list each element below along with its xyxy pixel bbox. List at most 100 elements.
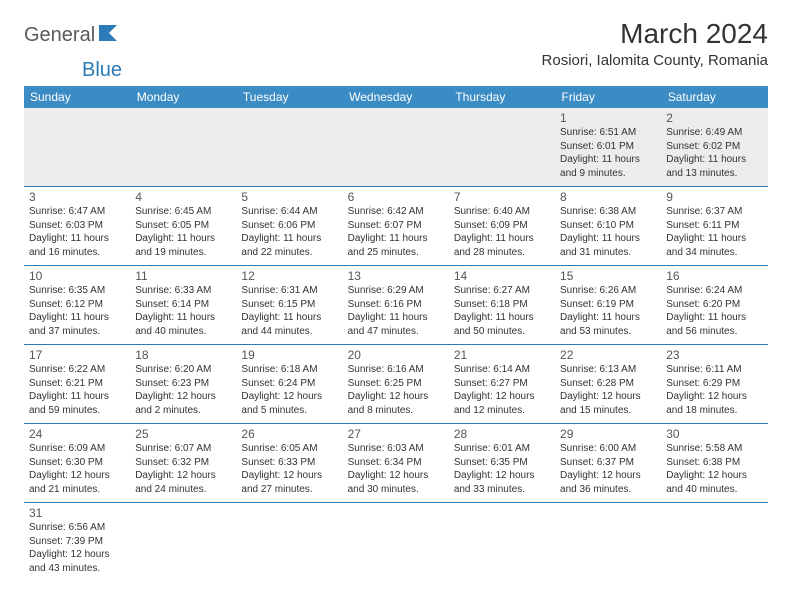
calendar-day: 9Sunrise: 6:37 AMSunset: 6:11 PMDaylight…	[661, 187, 767, 266]
day-number: 7	[454, 190, 550, 204]
calendar-week: 1Sunrise: 6:51 AMSunset: 6:01 PMDaylight…	[24, 108, 768, 187]
calendar-day: 4Sunrise: 6:45 AMSunset: 6:05 PMDaylight…	[130, 187, 236, 266]
day-info: Sunrise: 6:33 AMSunset: 6:14 PMDaylight:…	[135, 284, 231, 338]
calendar-day: 26Sunrise: 6:05 AMSunset: 6:33 PMDayligh…	[236, 424, 342, 503]
day-number: 1	[560, 111, 656, 125]
calendar-day: 21Sunrise: 6:14 AMSunset: 6:27 PMDayligh…	[449, 345, 555, 424]
day-number: 18	[135, 348, 231, 362]
dayname-header: Tuesday	[236, 86, 342, 108]
calendar-day: 13Sunrise: 6:29 AMSunset: 6:16 PMDayligh…	[343, 266, 449, 345]
dayname-header: Friday	[555, 86, 661, 108]
day-number: 11	[135, 269, 231, 283]
day-info: Sunrise: 6:01 AMSunset: 6:35 PMDaylight:…	[454, 442, 550, 496]
calendar-day: 7Sunrise: 6:40 AMSunset: 6:09 PMDaylight…	[449, 187, 555, 266]
day-number: 2	[666, 111, 762, 125]
day-number: 15	[560, 269, 656, 283]
day-number: 29	[560, 427, 656, 441]
day-info: Sunrise: 6:09 AMSunset: 6:30 PMDaylight:…	[29, 442, 125, 496]
dayname-header: Saturday	[661, 86, 767, 108]
day-number: 3	[29, 190, 125, 204]
calendar-day: 5Sunrise: 6:44 AMSunset: 6:06 PMDaylight…	[236, 187, 342, 266]
calendar-day: 11Sunrise: 6:33 AMSunset: 6:14 PMDayligh…	[130, 266, 236, 345]
calendar-day: 12Sunrise: 6:31 AMSunset: 6:15 PMDayligh…	[236, 266, 342, 345]
day-info: Sunrise: 6:03 AMSunset: 6:34 PMDaylight:…	[348, 442, 444, 496]
day-info: Sunrise: 6:13 AMSunset: 6:28 PMDaylight:…	[560, 363, 656, 417]
day-number: 28	[454, 427, 550, 441]
calendar-day: 16Sunrise: 6:24 AMSunset: 6:20 PMDayligh…	[661, 266, 767, 345]
calendar-day: 25Sunrise: 6:07 AMSunset: 6:32 PMDayligh…	[130, 424, 236, 503]
day-info: Sunrise: 6:38 AMSunset: 6:10 PMDaylight:…	[560, 205, 656, 259]
calendar-day: 8Sunrise: 6:38 AMSunset: 6:10 PMDaylight…	[555, 187, 661, 266]
calendar-day: 31Sunrise: 6:56 AMSunset: 7:39 PMDayligh…	[24, 503, 130, 582]
day-info: Sunrise: 6:07 AMSunset: 6:32 PMDaylight:…	[135, 442, 231, 496]
calendar-day: 28Sunrise: 6:01 AMSunset: 6:35 PMDayligh…	[449, 424, 555, 503]
month-title: March 2024	[542, 18, 768, 50]
day-info: Sunrise: 6:14 AMSunset: 6:27 PMDaylight:…	[454, 363, 550, 417]
day-number: 30	[666, 427, 762, 441]
day-number: 31	[29, 506, 125, 520]
logo-text-general: General	[24, 24, 95, 47]
day-number: 10	[29, 269, 125, 283]
day-info: Sunrise: 6:56 AMSunset: 7:39 PMDaylight:…	[29, 521, 125, 575]
calendar-week: 10Sunrise: 6:35 AMSunset: 6:12 PMDayligh…	[24, 266, 768, 345]
calendar-empty	[130, 108, 236, 187]
logo: General	[24, 24, 123, 47]
day-info: Sunrise: 6:22 AMSunset: 6:21 PMDaylight:…	[29, 363, 125, 417]
day-info: Sunrise: 6:49 AMSunset: 6:02 PMDaylight:…	[666, 126, 762, 180]
calendar-empty	[130, 503, 236, 582]
calendar-empty	[236, 503, 342, 582]
day-info: Sunrise: 5:58 AMSunset: 6:38 PMDaylight:…	[666, 442, 762, 496]
calendar-day: 2Sunrise: 6:49 AMSunset: 6:02 PMDaylight…	[661, 108, 767, 187]
calendar-empty	[449, 108, 555, 187]
calendar-day: 18Sunrise: 6:20 AMSunset: 6:23 PMDayligh…	[130, 345, 236, 424]
calendar-empty	[343, 108, 449, 187]
day-number: 27	[348, 427, 444, 441]
logo-text-blue: Blue	[82, 59, 792, 82]
day-number: 21	[454, 348, 550, 362]
day-number: 19	[241, 348, 337, 362]
calendar-table: SundayMondayTuesdayWednesdayThursdayFrid…	[24, 86, 768, 581]
dayname-header: Monday	[130, 86, 236, 108]
day-number: 25	[135, 427, 231, 441]
dayname-header: Thursday	[449, 86, 555, 108]
calendar-empty	[24, 108, 130, 187]
calendar-empty	[449, 503, 555, 582]
day-info: Sunrise: 6:00 AMSunset: 6:37 PMDaylight:…	[560, 442, 656, 496]
calendar-body: 1Sunrise: 6:51 AMSunset: 6:01 PMDaylight…	[24, 108, 768, 581]
calendar-empty	[555, 503, 661, 582]
calendar-week: 17Sunrise: 6:22 AMSunset: 6:21 PMDayligh…	[24, 345, 768, 424]
calendar-day: 23Sunrise: 6:11 AMSunset: 6:29 PMDayligh…	[661, 345, 767, 424]
calendar-empty	[236, 108, 342, 187]
calendar-week: 24Sunrise: 6:09 AMSunset: 6:30 PMDayligh…	[24, 424, 768, 503]
day-info: Sunrise: 6:16 AMSunset: 6:25 PMDaylight:…	[348, 363, 444, 417]
day-info: Sunrise: 6:24 AMSunset: 6:20 PMDaylight:…	[666, 284, 762, 338]
day-info: Sunrise: 6:31 AMSunset: 6:15 PMDaylight:…	[241, 284, 337, 338]
dayname-header: Sunday	[24, 86, 130, 108]
day-info: Sunrise: 6:26 AMSunset: 6:19 PMDaylight:…	[560, 284, 656, 338]
calendar-day: 19Sunrise: 6:18 AMSunset: 6:24 PMDayligh…	[236, 345, 342, 424]
calendar-day: 1Sunrise: 6:51 AMSunset: 6:01 PMDaylight…	[555, 108, 661, 187]
day-info: Sunrise: 6:11 AMSunset: 6:29 PMDaylight:…	[666, 363, 762, 417]
day-number: 26	[241, 427, 337, 441]
day-number: 14	[454, 269, 550, 283]
calendar-head: SundayMondayTuesdayWednesdayThursdayFrid…	[24, 86, 768, 108]
calendar-day: 30Sunrise: 5:58 AMSunset: 6:38 PMDayligh…	[661, 424, 767, 503]
day-info: Sunrise: 6:47 AMSunset: 6:03 PMDaylight:…	[29, 205, 125, 259]
day-number: 17	[29, 348, 125, 362]
calendar-day: 10Sunrise: 6:35 AMSunset: 6:12 PMDayligh…	[24, 266, 130, 345]
day-info: Sunrise: 6:44 AMSunset: 6:06 PMDaylight:…	[241, 205, 337, 259]
calendar-week: 31Sunrise: 6:56 AMSunset: 7:39 PMDayligh…	[24, 503, 768, 582]
calendar-day: 6Sunrise: 6:42 AMSunset: 6:07 PMDaylight…	[343, 187, 449, 266]
day-number: 16	[666, 269, 762, 283]
calendar-day: 20Sunrise: 6:16 AMSunset: 6:25 PMDayligh…	[343, 345, 449, 424]
calendar-day: 15Sunrise: 6:26 AMSunset: 6:19 PMDayligh…	[555, 266, 661, 345]
day-info: Sunrise: 6:37 AMSunset: 6:11 PMDaylight:…	[666, 205, 762, 259]
calendar-day: 17Sunrise: 6:22 AMSunset: 6:21 PMDayligh…	[24, 345, 130, 424]
calendar-day: 27Sunrise: 6:03 AMSunset: 6:34 PMDayligh…	[343, 424, 449, 503]
day-info: Sunrise: 6:45 AMSunset: 6:05 PMDaylight:…	[135, 205, 231, 259]
day-info: Sunrise: 6:18 AMSunset: 6:24 PMDaylight:…	[241, 363, 337, 417]
flag-icon	[99, 25, 121, 46]
day-number: 6	[348, 190, 444, 204]
day-info: Sunrise: 6:29 AMSunset: 6:16 PMDaylight:…	[348, 284, 444, 338]
day-number: 22	[560, 348, 656, 362]
